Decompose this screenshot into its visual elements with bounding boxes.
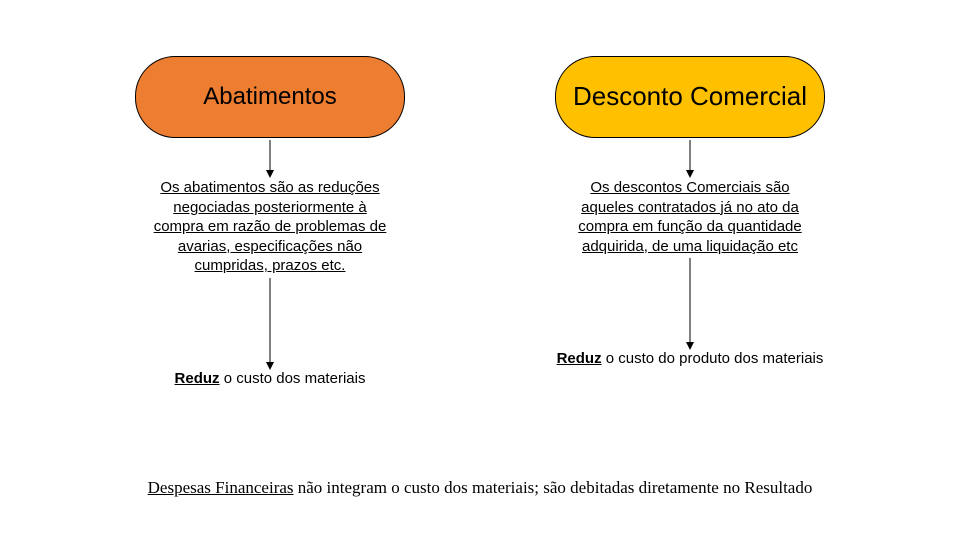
arrow-down-icon: [689, 140, 691, 176]
column-abatimentos: Abatimentos Os abatimentos são as reduçõ…: [120, 56, 420, 387]
description-abatimentos: Os abatimentos são as reduções negociada…: [150, 178, 390, 276]
arrow-down-icon: [269, 278, 271, 368]
result-keyword: Reduz: [557, 350, 602, 367]
column-desconto: Desconto Comercial Os descontos Comercia…: [540, 56, 840, 387]
result-abatimentos: Reduz o custo dos materiais: [175, 370, 366, 387]
diagram-columns: Abatimentos Os abatimentos são as reduçõ…: [0, 0, 960, 387]
footer-lead: Despesas Financeiras: [148, 478, 294, 497]
header-desconto: Desconto Comercial: [555, 56, 825, 138]
result-keyword: Reduz: [175, 370, 220, 387]
result-desconto: Reduz o custo do produto dos materiais: [557, 350, 824, 367]
result-rest: o custo dos materiais: [220, 370, 366, 387]
description-desconto: Os descontos Comerciais são aqueles cont…: [570, 178, 810, 256]
result-rest: o custo do produto dos materiais: [602, 350, 824, 367]
footer-note: Despesas Financeiras não integram o cust…: [0, 478, 960, 498]
header-abatimentos: Abatimentos: [135, 56, 405, 138]
header-abatimentos-label: Abatimentos: [203, 83, 336, 111]
footer-rest: não integram o custo dos materiais; são …: [294, 478, 813, 497]
arrow-down-icon: [269, 140, 271, 176]
header-desconto-label: Desconto Comercial: [573, 82, 807, 112]
arrow-down-icon: [689, 258, 691, 348]
